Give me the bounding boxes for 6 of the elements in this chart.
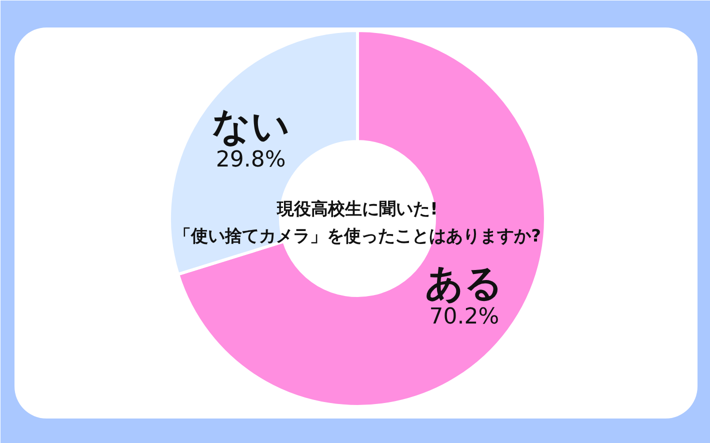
text: 現役高校生に聞いた!	[276, 200, 438, 220]
data-label: 29.8%	[216, 147, 286, 172]
text: 「使い捨てカメラ」を使ったことはありますか?	[174, 226, 541, 246]
slice-label: ある	[425, 261, 504, 306]
data-label: 70.2%	[429, 304, 500, 330]
slice-label: ない	[212, 104, 290, 148]
